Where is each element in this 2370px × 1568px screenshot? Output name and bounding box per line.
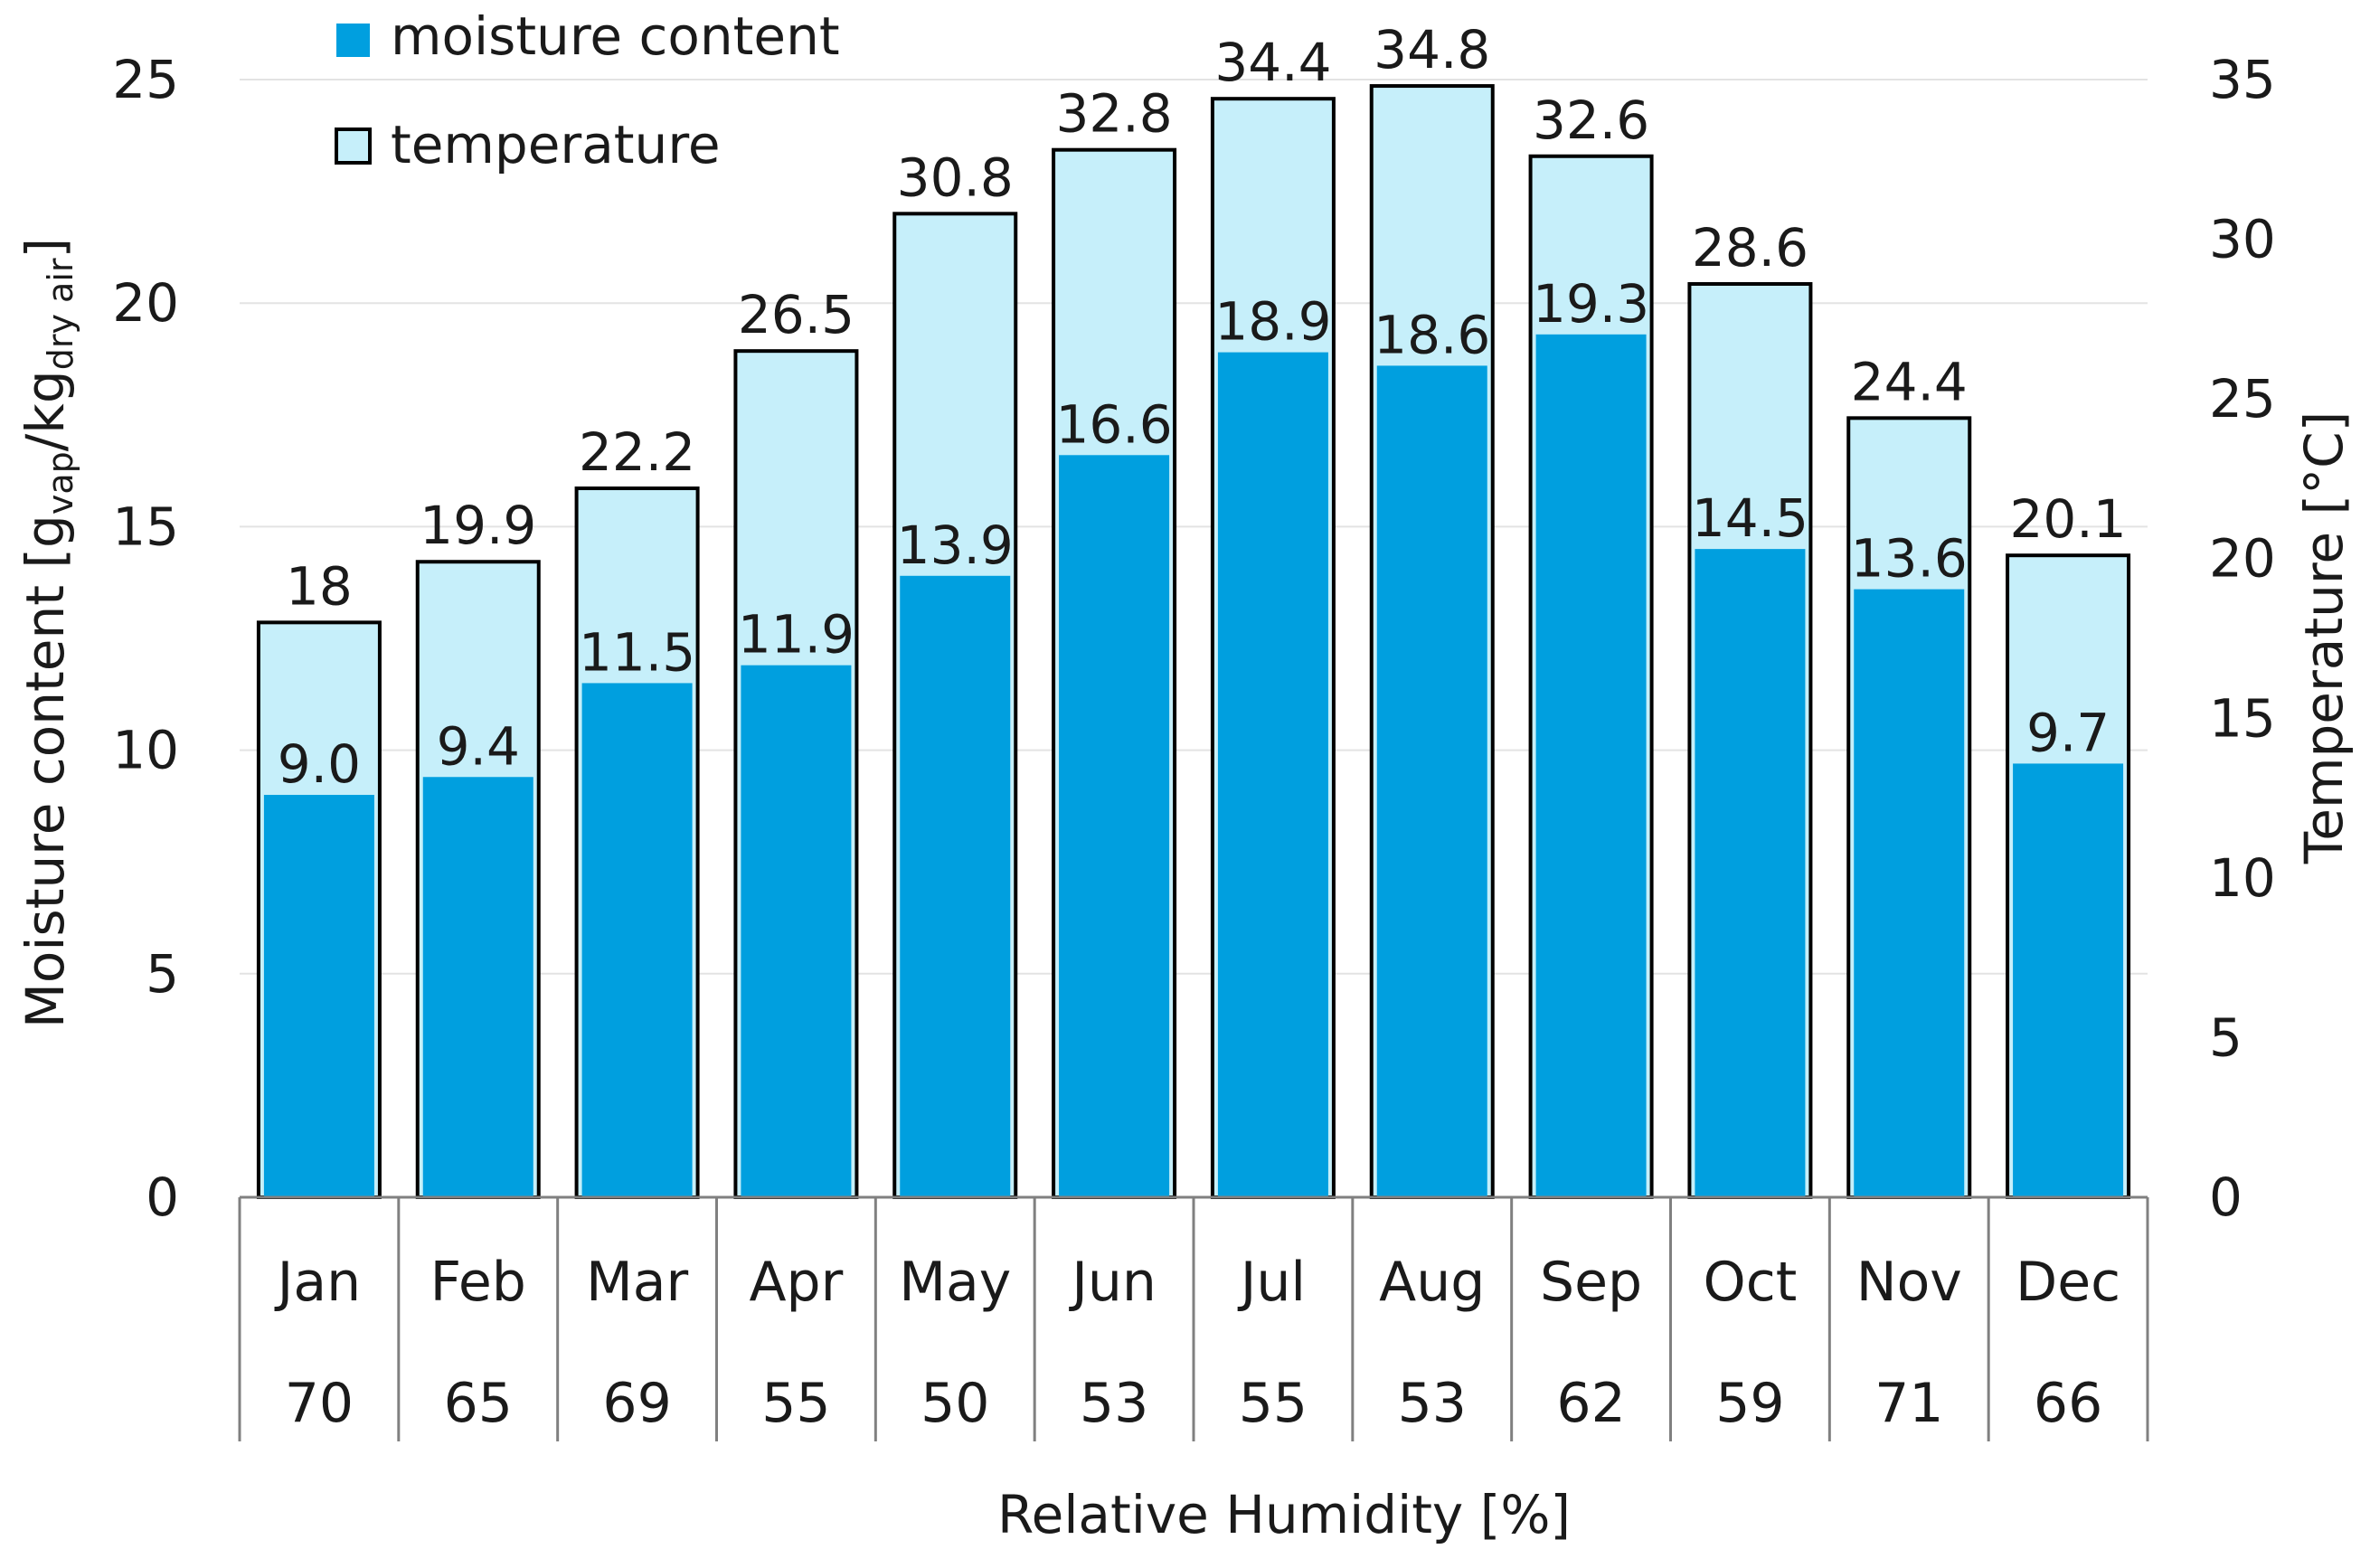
moisture-bar xyxy=(263,795,374,1197)
y-axis-right-title: Temperature [°C] xyxy=(2293,411,2355,865)
humidity-value: 66 xyxy=(2034,1372,2102,1435)
y-right-tick-label: 10 xyxy=(2209,847,2276,909)
humidity-value: 50 xyxy=(921,1372,989,1435)
category-label: Jan xyxy=(274,1251,362,1314)
temperature-data-label: 24.4 xyxy=(1851,351,1968,412)
moisture-bar xyxy=(1376,365,1487,1197)
y-right-tick-label: 15 xyxy=(2209,687,2276,749)
moisture-data-label: 13.9 xyxy=(897,515,1014,576)
moisture-data-label: 11.9 xyxy=(738,604,855,666)
temperature-data-label: 18 xyxy=(286,555,353,617)
moisture-data-label: 9.7 xyxy=(2026,702,2110,763)
legend-swatch-temperature xyxy=(335,128,372,165)
y-left-title-mid: /kg xyxy=(14,370,76,451)
moisture-data-label: 9.0 xyxy=(278,733,361,795)
legend-label-temperature: temperature xyxy=(391,114,721,175)
category-label: Mar xyxy=(586,1251,689,1314)
humidity-value: 53 xyxy=(1080,1372,1148,1435)
category-label: Apr xyxy=(750,1251,844,1314)
moisture-data-label: 9.4 xyxy=(437,715,520,777)
y-left-title-sub2: dry air xyxy=(41,258,80,370)
category-label: Nov xyxy=(1856,1251,1962,1314)
category-label: Aug xyxy=(1379,1251,1485,1314)
moisture-bar xyxy=(1695,549,1806,1197)
temperature-data-label: 19.9 xyxy=(420,495,536,556)
moisture-bar xyxy=(422,777,533,1197)
y-left-tick-label: 25 xyxy=(112,49,179,110)
y-left-title-end: ] xyxy=(14,238,76,259)
temperature-data-label: 22.2 xyxy=(579,421,695,483)
category-label: Sep xyxy=(1540,1251,1642,1314)
temperature-data-label: 34.4 xyxy=(1214,32,1331,93)
temperature-bars xyxy=(256,84,2131,1200)
legend-swatch-moisture xyxy=(336,24,370,57)
y-right-tick-label: 25 xyxy=(2209,368,2276,430)
y-left-tick-label: 5 xyxy=(146,943,179,1005)
moisture-bars xyxy=(263,334,2124,1198)
y-right-tick-label: 35 xyxy=(2209,49,2276,110)
category-label: Jun xyxy=(1068,1251,1157,1314)
moisture-bar xyxy=(1059,455,1170,1197)
y-left-tick-label: 0 xyxy=(146,1167,179,1228)
humidity-value: 55 xyxy=(761,1372,830,1435)
moisture-bar xyxy=(741,665,852,1197)
temperature-data-label: 32.8 xyxy=(1056,83,1173,145)
gridlines xyxy=(240,79,2148,975)
moisture-bar xyxy=(1217,352,1328,1198)
moisture-data-label: 18.6 xyxy=(1374,304,1490,365)
moisture-bar xyxy=(2013,763,2124,1197)
y-right-tick-label: 0 xyxy=(2209,1167,2243,1228)
moisture-bar xyxy=(581,683,693,1197)
temperature-data-label: 20.1 xyxy=(2010,488,2127,550)
humidity-value: 55 xyxy=(1239,1372,1308,1435)
category-table: Jan 70 Feb 65 Mar 69 Apr 55 May 50 Jun 53 Jul 55 Aug 53… xyxy=(238,1197,2149,1441)
humidity-value: 70 xyxy=(285,1372,354,1435)
humidity-value: 71 xyxy=(1874,1372,1943,1435)
moisture-bar xyxy=(1535,334,1647,1198)
y-right-tick-label: 20 xyxy=(2209,528,2276,590)
category-label: Jul xyxy=(1237,1251,1306,1314)
temperature-data-label: 26.5 xyxy=(738,284,855,345)
y-right-tick-label: 30 xyxy=(2209,209,2276,270)
moisture-data-label: 14.5 xyxy=(1692,487,1808,549)
y-right-tick-label: 5 xyxy=(2209,1006,2243,1068)
legend-label-moisture: moisture content xyxy=(391,5,840,67)
legend: moisture content temperature xyxy=(335,5,840,175)
y-left-title-sub1: vap xyxy=(41,451,80,515)
temperature-data-label: 30.8 xyxy=(897,146,1014,208)
category-label: May xyxy=(899,1251,1011,1314)
temperature-data-label: 34.8 xyxy=(1374,19,1490,80)
moisture-bar xyxy=(900,575,1011,1197)
y-left-tick-label: 20 xyxy=(112,272,179,334)
temperature-data-label: 32.6 xyxy=(1533,90,1649,151)
y-left-tick-label: 15 xyxy=(112,496,179,557)
moisture-data-label: 11.5 xyxy=(579,621,695,683)
y-left-tick-label: 10 xyxy=(112,720,179,781)
moisture-data-label: 16.6 xyxy=(1056,393,1173,455)
x-axis-title: Relative Humidity [%] xyxy=(997,1484,1571,1545)
humidity-value: 69 xyxy=(602,1372,671,1435)
humidity-value: 53 xyxy=(1398,1372,1467,1435)
y-axis-left-title: Moisture content [gvap/kgdry air] xyxy=(14,238,80,1028)
humidity-value: 59 xyxy=(1715,1372,1784,1435)
moisture-bar xyxy=(1854,589,1965,1197)
humidity-value: 65 xyxy=(444,1372,513,1435)
category-label: Dec xyxy=(2016,1251,2120,1314)
temperature-data-label: 28.6 xyxy=(1692,217,1808,279)
category-label: Feb xyxy=(430,1251,526,1314)
humidity-value: 62 xyxy=(1556,1372,1625,1435)
moisture-data-label: 18.9 xyxy=(1214,291,1331,353)
bar-data-labels: 18 9.0 19.9 9.4 22.2 11.5 26.5 11.9 30.8 13.9 32.8… xyxy=(278,19,2127,795)
moisture-data-label: 19.3 xyxy=(1533,273,1649,335)
category-label: Oct xyxy=(1704,1251,1798,1314)
moisture-data-label: 13.6 xyxy=(1851,528,1968,590)
y-left-title-main: Moisture content [g xyxy=(14,515,76,1028)
axes: 0 5 10 15 20 25 0 5 10 15 20 25 30 35 xyxy=(112,49,2276,1228)
